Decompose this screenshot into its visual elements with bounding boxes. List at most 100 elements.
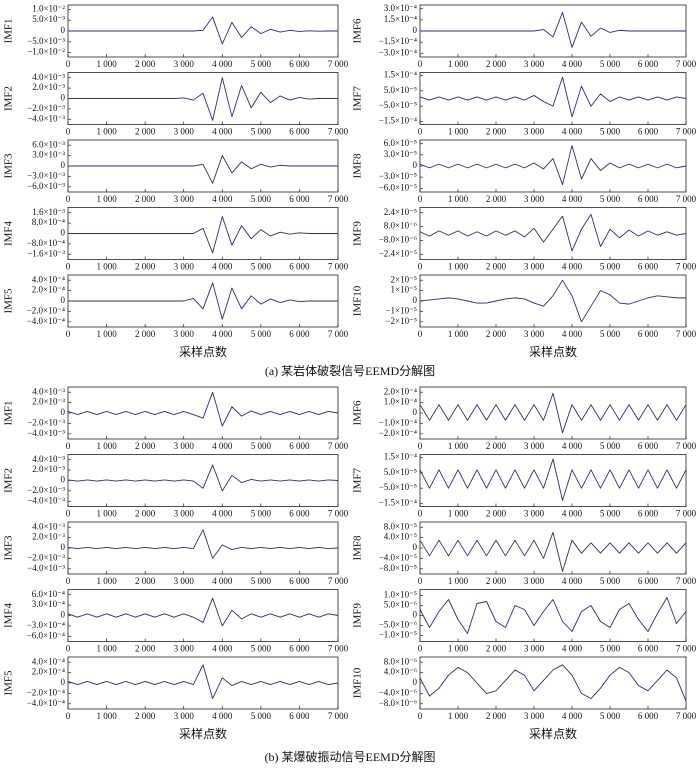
y-tick-label: 5.0×10⁻⁵ (384, 85, 417, 95)
x-tick-label: 7 000 (676, 59, 697, 69)
x-tick-label: 2 000 (486, 194, 507, 204)
x-tick-label: 5 000 (251, 711, 272, 721)
y-axis-label: IMF5 (3, 670, 15, 696)
x-tick-label: 7 000 (328, 711, 349, 721)
y-tick-label: 4.0×10⁻³ (32, 72, 65, 82)
plot-frame (419, 656, 687, 710)
x-tick-label: 7 000 (676, 441, 697, 451)
y-tick-label: −4.0×10⁻⁴ (27, 698, 65, 708)
y-tick-label: 0 (61, 25, 66, 35)
y-tick-label: −4.0×10⁻⁵ (379, 552, 417, 562)
x-tick-label: 0 (66, 329, 71, 339)
x-tick-label: 6 000 (638, 329, 659, 339)
x-tick-label: 6 000 (289, 441, 310, 451)
x-tick-label: 1 000 (96, 262, 117, 272)
y-tick-label: 2.0×10⁻⁴ (384, 386, 417, 396)
x-tick-label: 6 000 (289, 576, 310, 586)
y-tick-label: −8.0×10⁻⁴ (27, 238, 65, 248)
x-tick-label: 2 000 (135, 329, 156, 339)
x-tick-label: 5 000 (251, 644, 272, 654)
x-tick-label: 0 (418, 59, 423, 69)
y-tick-label: −5.0×10⁻⁵ (379, 482, 417, 492)
y-tick-label: 0 (413, 610, 418, 620)
y-tick-label: 2.0×10⁻⁴ (32, 667, 65, 677)
x-tick-label: 2 000 (135, 59, 156, 69)
signal-line (68, 16, 338, 45)
y-tick-label: −2.0×10⁻³ (27, 552, 65, 562)
x-tick-label: 6 000 (638, 644, 659, 654)
x-tick-label: 0 (66, 127, 71, 137)
y-tick-label: −2.0×10⁻⁴ (27, 305, 65, 315)
x-tick-label: 5 000 (600, 262, 621, 272)
plot-frame (67, 589, 339, 642)
x-tick-label: 5 000 (600, 59, 621, 69)
x-tick-label: 2 000 (486, 441, 507, 451)
plot-frame (419, 72, 687, 125)
signal-line (67, 597, 339, 627)
x-tick-label: 0 (418, 576, 423, 586)
x-tick-label: 6 000 (638, 711, 659, 721)
x-tick-label: 4 000 (212, 509, 233, 519)
y-tick-label: 4.0×10⁻³ (32, 521, 65, 531)
y-tick-label: 8.0×10⁻⁶ (384, 656, 417, 666)
y-tick-label: −6.0×10⁻⁴ (27, 630, 65, 640)
x-tick-label: 7 000 (676, 644, 697, 654)
x-tick-label: 6 000 (638, 576, 659, 586)
x-tick-label: 6 000 (638, 127, 659, 137)
x-tick-label: 7 000 (328, 509, 349, 519)
y-tick-label: −2.0×10⁻³ (27, 417, 65, 427)
x-tick-label: 0 (66, 59, 71, 69)
y-tick-label: −2.0×10⁻³ (27, 103, 65, 113)
y-tick-label: 0 (61, 295, 66, 305)
y-tick-label: −2.4×10⁻⁵ (379, 248, 417, 258)
x-tick-label: 2 000 (486, 509, 507, 519)
caption: (b) 某爆破振动信号EEMD分解图 (265, 749, 436, 764)
x-tick-label: 3 000 (524, 576, 545, 586)
y-tick-label: −4.0×10⁻³ (27, 495, 65, 505)
y-tick-label: −1.6×10⁻³ (27, 248, 65, 258)
x-tick-label: 6 000 (638, 509, 659, 519)
x-tick-label: 2 000 (135, 441, 156, 451)
x-tick-label: 1 000 (96, 329, 117, 339)
x-tick-label: 3 000 (524, 59, 545, 69)
x-tick-label: 2 000 (486, 329, 507, 339)
y-tick-label: 0 (413, 407, 418, 417)
signal-line (67, 664, 339, 700)
x-tick-label: 1 000 (448, 329, 469, 339)
x-tick-label: 0 (66, 441, 71, 451)
y-tick-label: −1×10⁻⁵ (385, 305, 417, 315)
x-tick-label: 0 (418, 509, 423, 519)
y-tick-label: −1.5×10⁻⁴ (379, 36, 417, 46)
x-tick-label: 6 000 (289, 329, 310, 339)
y-tick-label: 4.0×10⁻³ (32, 454, 65, 464)
y-axis-label: IMF4 (3, 602, 15, 628)
signal-line (419, 597, 687, 634)
y-tick-label: −4.0×10⁻³ (27, 563, 65, 573)
x-tick-label: 7 000 (328, 194, 349, 204)
signal-line (419, 76, 687, 118)
x-tick-label: 0 (66, 644, 71, 654)
signal-line (420, 11, 686, 48)
y-axis-label: IMF6 (352, 400, 364, 426)
x-tick-label: 3 000 (524, 441, 545, 451)
y-tick-label: −3.0×10⁻⁵ (379, 171, 417, 181)
x-tick-label: 4 000 (562, 441, 583, 451)
y-tick-label: −2×10⁻⁵ (385, 316, 417, 326)
x-tick-label: 3 000 (174, 329, 195, 339)
x-tick-label: 6 000 (289, 127, 310, 137)
x-tick-label: 0 (418, 644, 423, 654)
x-tick-label: 3 000 (174, 194, 195, 204)
signal-line (67, 529, 339, 559)
y-tick-label: −4.0×10⁻⁶ (379, 687, 417, 697)
y-tick-label: −2.0×10⁻⁴ (27, 687, 65, 697)
y-tick-label: 1.5×10⁻⁴ (384, 14, 417, 24)
x-tick-label: 3 000 (174, 576, 195, 586)
y-tick-label: 4.0×10⁻⁴ (32, 656, 65, 666)
y-axis-label: IMF9 (352, 602, 364, 628)
y-axis-label: IMF4 (3, 220, 15, 246)
x-tick-label: 5 000 (600, 441, 621, 451)
x-tick-label: 5 000 (600, 127, 621, 137)
y-tick-label: 0 (413, 160, 418, 170)
x-tick-label: 7 000 (676, 127, 697, 137)
